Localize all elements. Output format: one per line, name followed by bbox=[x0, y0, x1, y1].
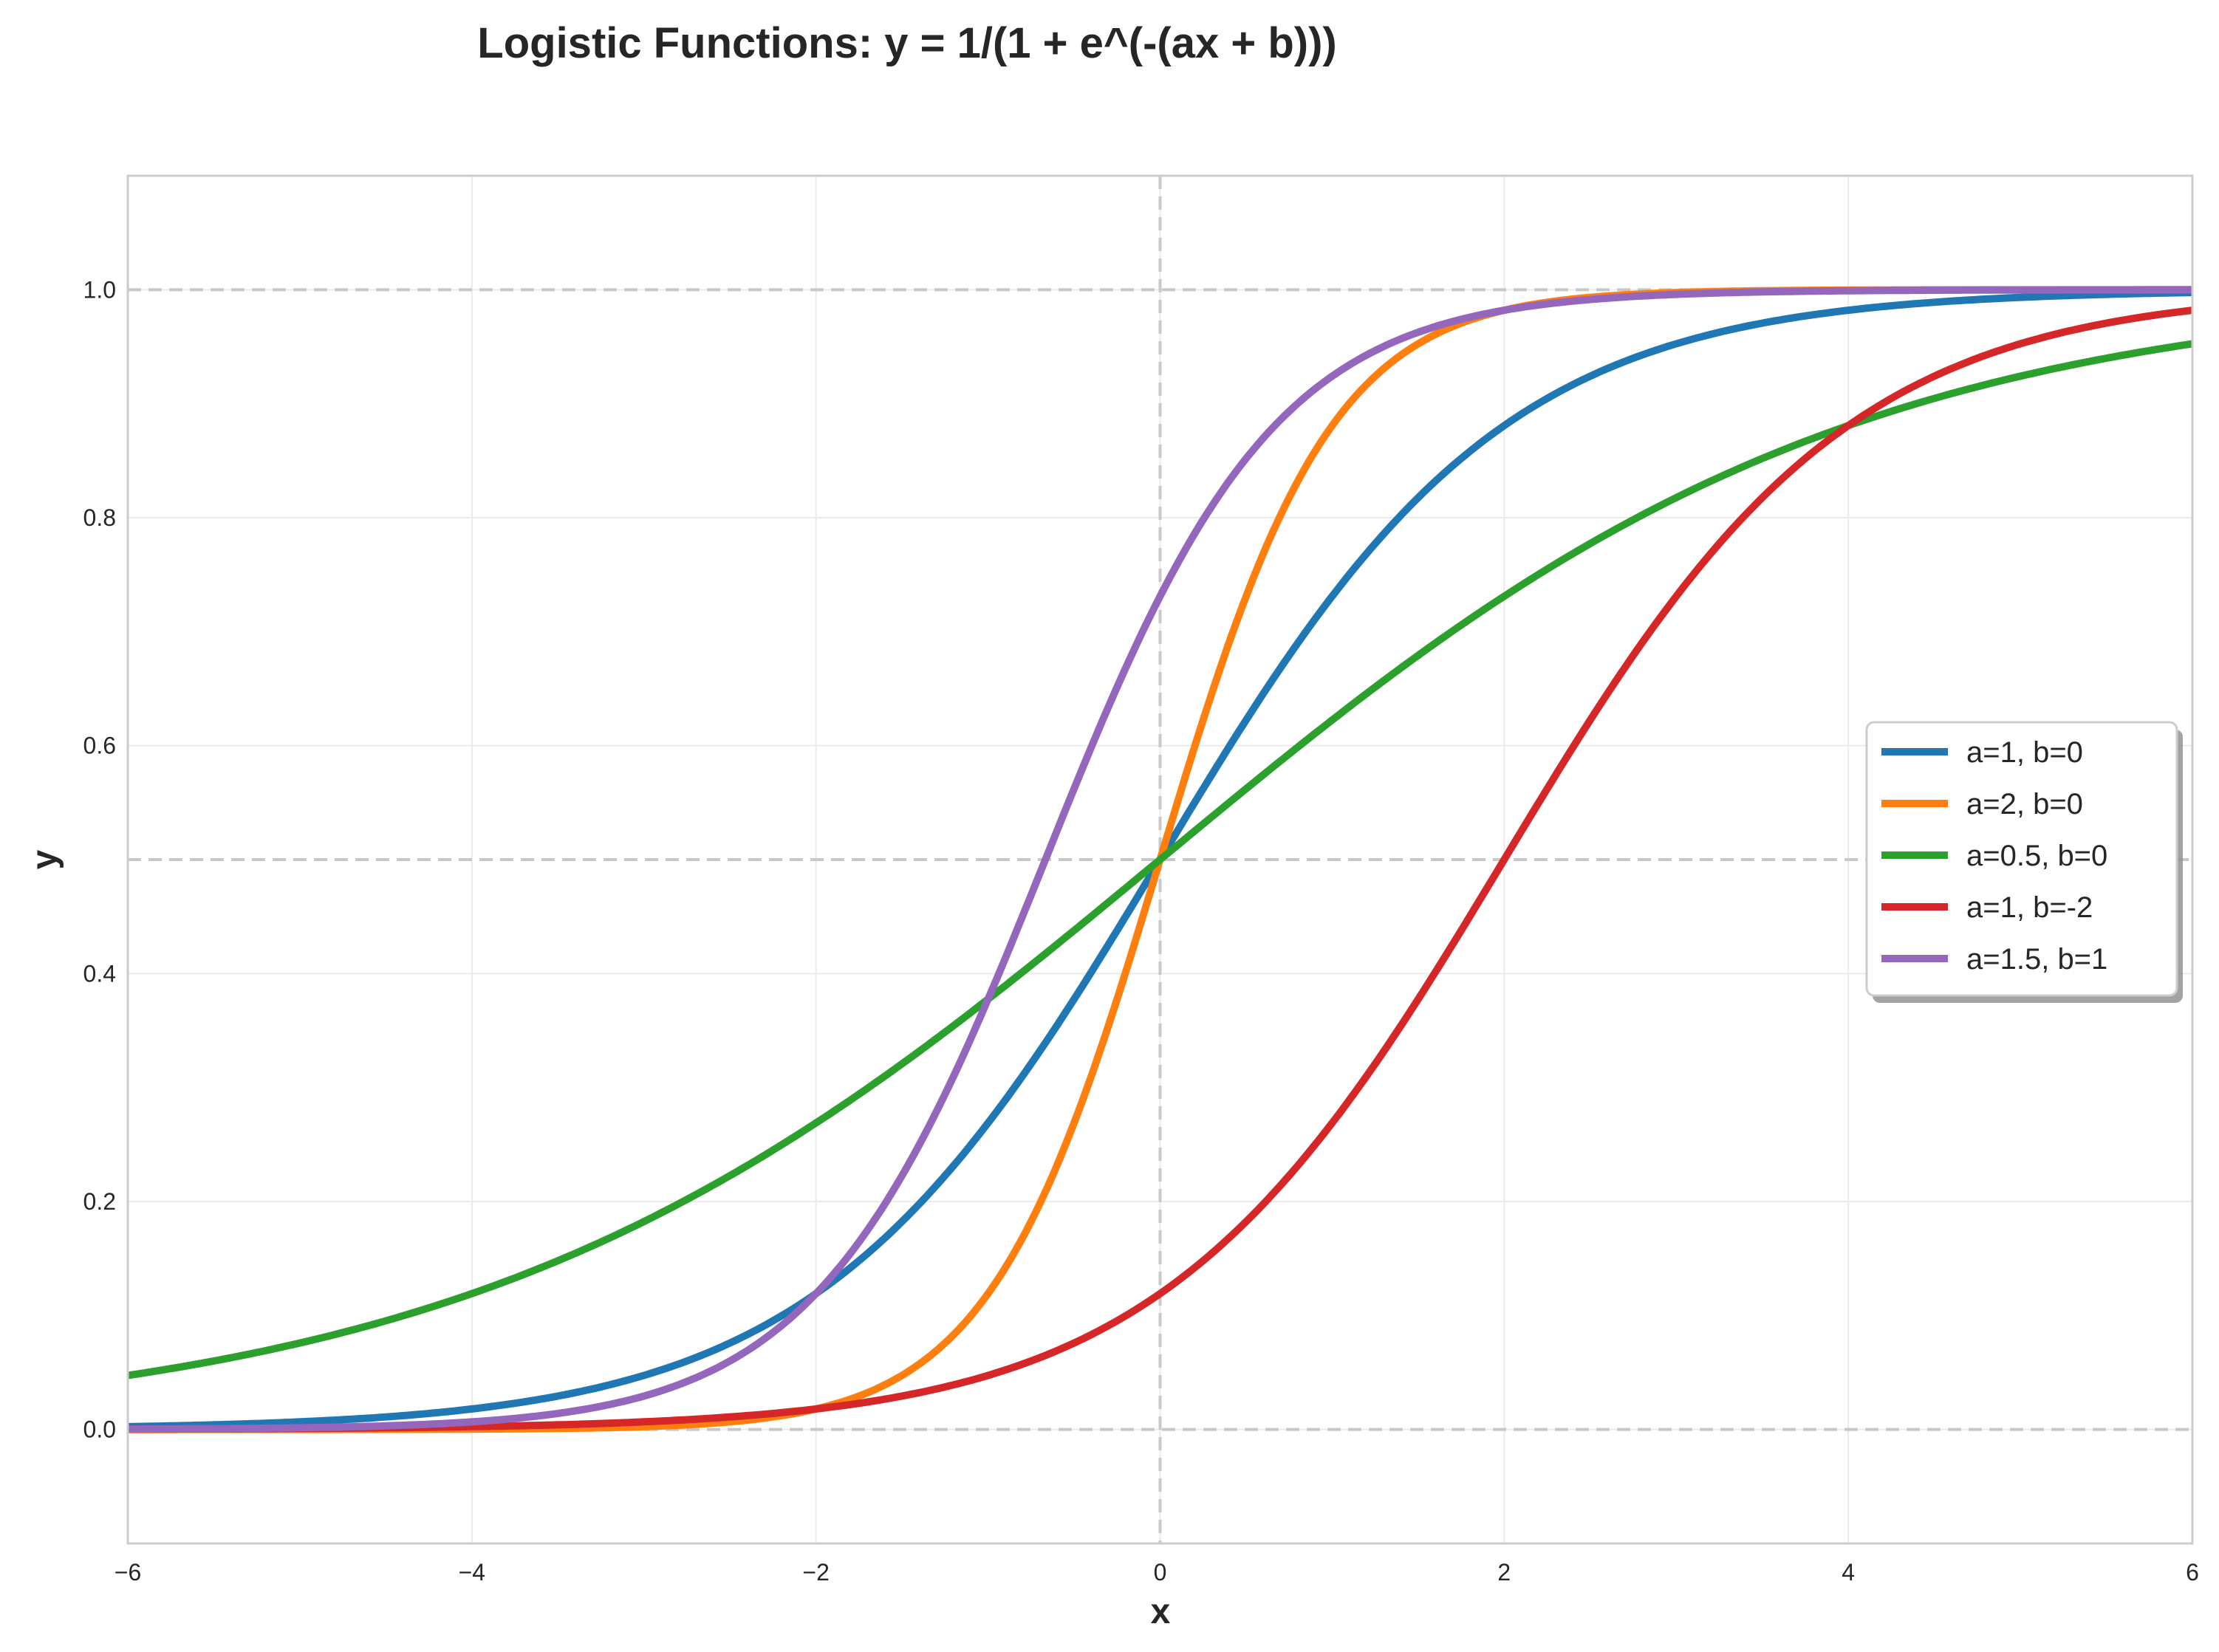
legend-label-0: a=1, b=0 bbox=[1966, 736, 2083, 769]
x-tick-label: 6 bbox=[2186, 1559, 2199, 1586]
legend-box bbox=[1865, 721, 2178, 997]
x-tick-label: −4 bbox=[459, 1559, 485, 1586]
x-axis-label: x bbox=[1151, 1592, 1171, 1631]
legend-label-3: a=1, b=-2 bbox=[1966, 891, 2093, 924]
legend-label-2: a=0.5, b=0 bbox=[1966, 840, 2107, 872]
y-axis-label: y bbox=[25, 849, 64, 869]
legend-label-4: a=1.5, b=1 bbox=[1966, 943, 2107, 976]
y-tick-label: 0.8 bbox=[83, 504, 116, 531]
x-tick-label: −2 bbox=[802, 1559, 829, 1586]
x-tick-label: 0 bbox=[1154, 1559, 1167, 1586]
series-line-3 bbox=[128, 306, 2193, 1433]
y-tick-label: 0.0 bbox=[83, 1416, 116, 1443]
series-lines bbox=[127, 286, 2193, 1433]
series-line-4 bbox=[128, 286, 2192, 1433]
x-tick-label: 4 bbox=[1842, 1559, 1855, 1586]
y-tick-label: 0.4 bbox=[83, 960, 116, 987]
x-tick-labels: −6 −4 −2 0 2 4 6 bbox=[114, 1559, 2199, 1586]
y-tick-label: 1.0 bbox=[83, 276, 116, 303]
x-tick-label: −6 bbox=[114, 1559, 141, 1586]
x-tick-label: 2 bbox=[1497, 1559, 1511, 1586]
y-tick-labels: 0.0 0.2 0.4 0.6 0.8 1.0 bbox=[83, 276, 116, 1442]
plot-frame bbox=[126, 174, 2194, 1545]
legend: a=1, b=0 a=2, b=0 a=0.5, b=0 a=1, b=-2 a=1.5… bbox=[1865, 721, 2183, 1003]
legend-label-1: a=2, b=0 bbox=[1966, 788, 2083, 820]
y-tick-label: 0.6 bbox=[83, 733, 116, 759]
chart-title: Logistic Functions: y = 1/(1 + e^(-(ax +… bbox=[477, 19, 1336, 67]
y-tick-label: 0.2 bbox=[83, 1188, 116, 1215]
